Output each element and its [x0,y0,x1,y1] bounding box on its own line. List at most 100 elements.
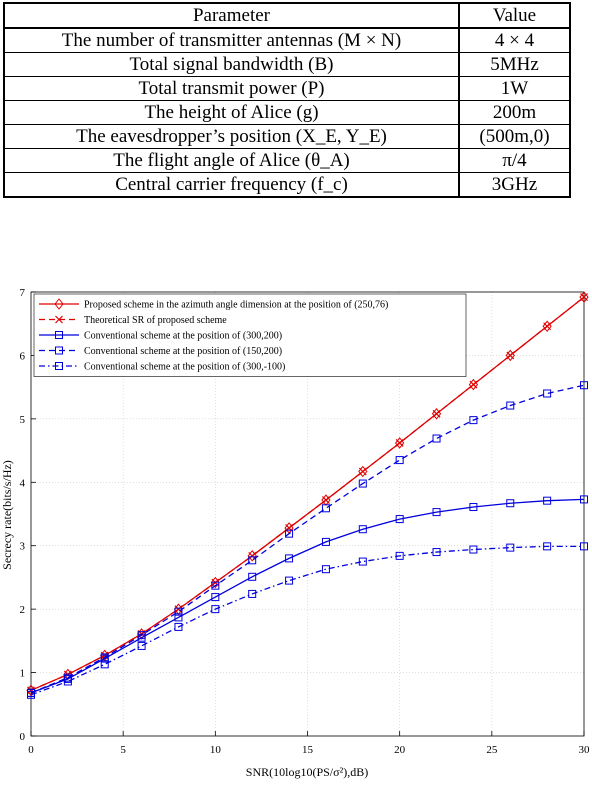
x-axis-label: SNR(10log10(PS/σ²),dB) [246,765,368,779]
table-row: The height of Alice (g) 200m [3,100,571,125]
square-marker [506,499,515,508]
square-marker [248,572,257,581]
square-marker [543,542,552,551]
series-line [30,545,584,696]
square-marker [55,331,63,339]
square-marker [248,556,257,565]
y-tick-label: 2 [20,604,26,616]
series-line [30,384,585,694]
axis-layer: 0 5 10 15 20 25 30 0 1 2 3 4 5 6 7 [20,287,591,756]
square-marker [285,554,294,563]
x-tick-label: 10 [210,744,222,756]
table-row: The number of transmitter antennas (M × … [3,27,571,53]
value-cell: 3GHz [458,172,571,198]
square-marker [285,529,294,538]
diamond-marker [542,320,552,333]
legend-label: Conventional scheme at the position of (… [84,362,285,373]
square-marker [100,660,109,669]
x-marker [174,605,183,614]
square-marker [580,495,588,504]
y-tick-label: 4 [20,477,26,489]
square-marker [248,589,257,598]
square-marker [432,508,441,517]
y-axis-label: Secrecy rate(bits/s/Hz) [0,460,14,570]
diamond-marker [505,349,515,362]
param-cell: The flight angle of Alice (θ_A) [3,148,460,173]
square-marker [63,677,72,686]
square-marker [211,581,220,590]
value-cell: π/4 [458,148,571,173]
diamond-marker [395,437,405,449]
square-marker [469,545,478,554]
series-line [30,498,585,694]
x-marker [395,439,404,447]
table-row: Total transmit power (P) 1W [3,76,571,101]
series-1 [27,293,588,695]
param-cell: Total signal bandwidth (B) [3,52,460,77]
square-marker [137,641,146,650]
header-parameter: Parameter [3,2,460,29]
x-tick-label: 30 [579,744,591,756]
table-row: The flight angle of Alice (θ_A) π/4 [3,148,571,173]
x-marker [469,380,478,389]
x-marker [358,467,367,476]
table-header-row: Parameter Value [3,2,571,29]
square-marker [543,389,552,398]
square-marker [395,551,404,560]
square-marker [580,542,588,551]
square-marker [285,576,294,585]
square-marker [469,416,478,425]
y-tick-label: 5 [20,414,26,426]
square-marker [432,548,441,557]
y-tick-label: 0 [20,731,26,743]
param-cell: Central carrier frequency (f_c) [3,172,460,198]
square-marker [506,543,515,552]
square-marker [55,362,63,370]
value-cell: 4 × 4 [458,27,571,53]
legend-box [33,293,467,377]
square-marker [211,605,220,614]
square-marker [321,504,330,513]
square-marker [506,401,515,410]
y-tick-label: 3 [20,541,26,553]
value-cell: 1W [458,76,571,101]
value-cell: (500m,0) [458,124,571,149]
legend-label: Proposed scheme in the azimuth angle dim… [84,300,388,311]
square-marker [174,607,183,616]
param-cell: Total transmit power (P) [3,76,460,101]
x-tick-label: 15 [302,744,314,756]
x-marker [55,315,63,324]
x-tick-label: 25 [486,744,498,756]
square-marker [580,381,588,390]
square-marker [469,503,478,512]
y-tick-label: 7 [20,287,26,299]
param-cell: The eavesdropper’s position (X_E, Y_E) [3,124,460,149]
header-value: Value [458,2,571,29]
parameter-table: Parameter Value The number of transmitte… [3,2,571,198]
x-marker [506,351,515,360]
x-marker [432,409,441,418]
diamond-marker [210,576,220,589]
legend-label: Conventional scheme at the position of (… [84,331,282,342]
square-marker [432,434,441,443]
table-row: Total signal bandwidth (B) 5MHz [3,52,571,77]
square-marker [211,593,220,602]
param-cell: The height of Alice (g) [3,100,460,125]
value-cell: 5MHz [458,52,571,77]
series-2 [27,495,588,697]
square-marker [321,565,330,574]
x-marker [580,293,588,301]
square-marker [27,690,35,699]
table-row: Central carrier frequency (f_c) 3GHz [3,172,571,198]
square-marker [358,525,367,534]
square-marker [55,346,63,355]
square-marker [174,622,183,631]
square-marker [174,613,183,622]
square-marker [395,456,404,465]
square-marker [358,479,367,488]
legend: Proposed scheme in the azimuth angle dim… [33,293,467,377]
x-marker [543,322,552,331]
legend-label: Theoretical SR of proposed scheme [84,315,227,326]
y-tick-label: 1 [20,668,26,680]
x-tick-label: 0 [28,744,34,756]
